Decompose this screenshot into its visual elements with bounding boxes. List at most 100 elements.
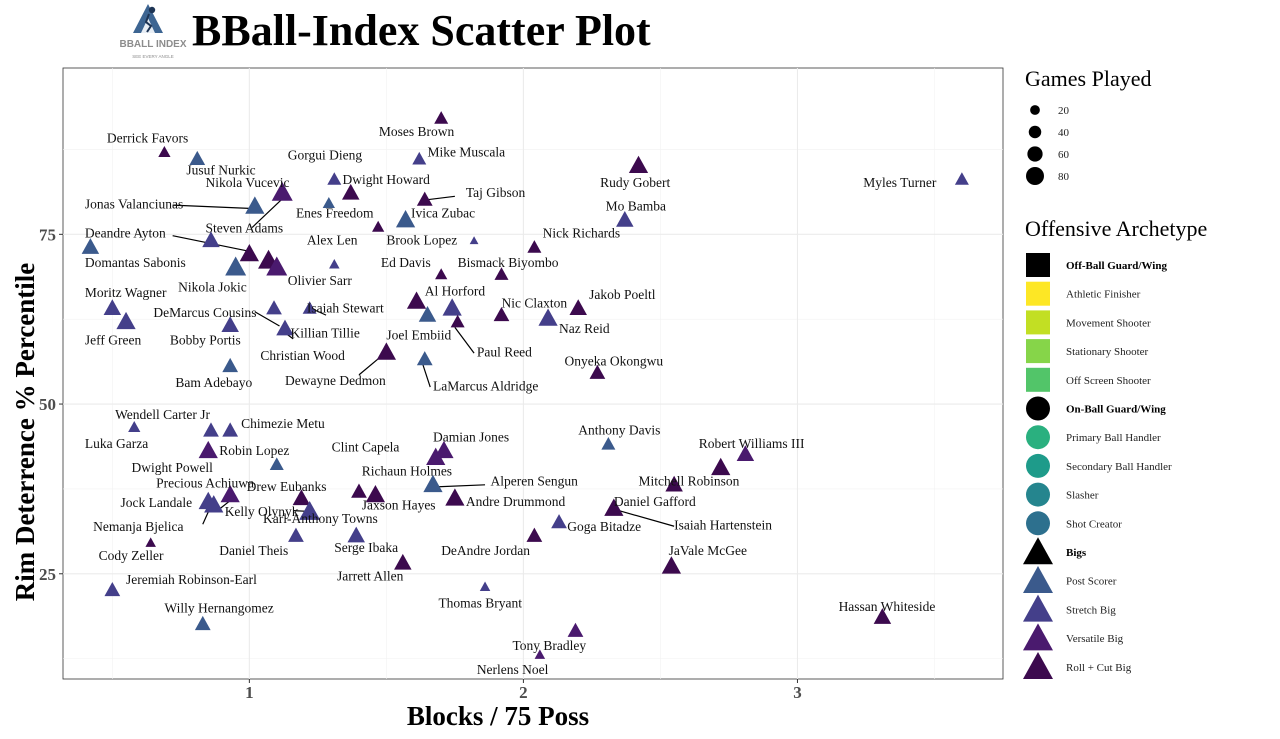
y-tick-label: 50	[39, 395, 56, 414]
legend-label-stretch-big: Stretch Big	[1066, 604, 1116, 616]
label-connector	[616, 509, 675, 527]
size-legend-label-60: 60	[1058, 149, 1070, 161]
label-karl-anthony-towns: Karl-Anthony Towns	[263, 511, 378, 526]
label-dwight-powell: Dwight Powell	[132, 460, 214, 475]
label-bam-adebayo: Bam Adebayo	[175, 375, 252, 390]
label-isaiah-hartenstein: Isaiah Hartenstein	[674, 518, 772, 533]
label-mitchell-robinson: Mitchell Robinson	[639, 474, 740, 489]
label-bismack-biyombo: Bismack Biyombo	[458, 255, 559, 270]
label-isaiah-stewart: Isaiah Stewart	[307, 300, 384, 315]
axis-ticks: 1 2 3 25 50 75	[39, 225, 802, 702]
legend-key-slasher	[1026, 482, 1050, 507]
size-legend-label-80: 80	[1058, 171, 1070, 183]
size-legend-title: Games Played	[1025, 66, 1151, 91]
label-paul-reed: Paul Reed	[477, 345, 532, 360]
point-bismack-biyombo-2	[494, 267, 509, 280]
label-demarcus-cousins: DeMarcus Cousins	[153, 305, 256, 320]
point-chimezie-metu-2	[222, 422, 239, 437]
point-thomas-bryant	[479, 581, 491, 591]
point-naz-reid	[538, 308, 558, 326]
legend-header-off-ball-guard-wing: Off-Ball Guard/Wing	[1066, 260, 1167, 272]
label-derrick-favors: Derrick Favors	[107, 131, 188, 146]
label-steven-adams: Steven Adams	[206, 220, 284, 235]
point-gorgui-dieng	[327, 172, 342, 185]
label-nikola-jokic: Nikola Jokic	[178, 279, 247, 294]
point-killian-tillie	[276, 319, 294, 336]
label-alperen-sengun: Alperen Sengun	[491, 474, 579, 489]
label-wendell-carter-jr: Wendell Carter Jr	[115, 407, 210, 422]
size-legend-label-20: 20	[1058, 105, 1070, 117]
label-hassan-whiteside: Hassan Whiteside	[839, 599, 936, 614]
point-derrick-favors	[158, 146, 171, 158]
label-enes-freedom: Enes Freedom	[296, 205, 374, 220]
legend-key-roll-cut-big	[1023, 652, 1053, 680]
point-isaiah-stewart-2	[302, 301, 317, 314]
logo-tagline: SEE EVERY ANGLE	[132, 54, 174, 59]
point-andre-drummond	[445, 488, 465, 506]
legend-key-athletic-finisher	[1026, 281, 1050, 306]
label-anthony-davis: Anthony Davis	[578, 423, 660, 438]
point-paul-reed	[418, 306, 437, 322]
label-willy-hernangomez: Willy Hernangomez	[164, 600, 273, 615]
label-daniel-theis: Daniel Theis	[219, 543, 288, 558]
point-alex-len	[329, 259, 340, 269]
point-jock-landale-2	[204, 495, 224, 513]
legend-key-versatile-big	[1023, 623, 1053, 651]
point-myles-turner	[954, 172, 969, 185]
point-jeff-green	[116, 311, 136, 330]
label-myles-turner: Myles Turner	[863, 175, 937, 190]
label-brook-lopez: Brook Lopez	[386, 233, 457, 248]
label-richaun-holmes: Richaun Holmes	[362, 463, 452, 478]
point-nikola-jokic	[266, 256, 288, 276]
point-jarrett-allen	[394, 553, 412, 570]
legend-label-movement-shooter: Movement Shooter	[1066, 317, 1151, 329]
logo-wordmark: BBALL INDEX	[119, 39, 186, 50]
label-mike-muscala: Mike Muscala	[427, 144, 505, 159]
label-connector	[421, 361, 431, 388]
label-clint-capela: Clint Capela	[332, 440, 400, 455]
y-tick-label: 75	[39, 225, 56, 244]
legend-key-movement-shooter	[1026, 310, 1050, 335]
size-legend-key-40	[1028, 125, 1042, 139]
label-jarrett-allen: Jarrett Allen	[337, 569, 404, 584]
x-tick-label: 3	[793, 683, 802, 702]
label-naz-reid: Naz Reid	[559, 321, 610, 336]
label-dewayne-dedmon: Dewayne Dedmon	[285, 373, 386, 388]
label-connector	[251, 195, 286, 228]
point-dwight-howard	[342, 183, 360, 200]
point-tony-bradley	[567, 622, 584, 637]
bball-index-logo: BBALL INDEX SEE EVERY ANGLE	[119, 4, 187, 59]
label-serge-ibaka: Serge Ibaka	[334, 540, 398, 555]
legend-header-bigs: Bigs	[1066, 547, 1087, 559]
label-jakob-poeltl: Jakob Poeltl	[589, 287, 656, 302]
size-legend-key-60	[1027, 146, 1043, 162]
point-serge-ibaka	[347, 526, 365, 543]
label-jock-landale: Jock Landale	[121, 495, 193, 510]
label-kelly-olynyk: Kelly Olynyk	[225, 504, 299, 519]
point-demarcus-cousins	[221, 316, 239, 332]
grid-lines	[63, 68, 1003, 679]
point-mo-bamba	[616, 210, 634, 227]
legend-label-shot-creator: Shot Creator	[1066, 518, 1122, 530]
legend-key-secondary-ball-handler	[1026, 453, 1050, 478]
label-nemanja-bjelica: Nemanja Bjelica	[93, 519, 183, 534]
label-bobby-portis: Bobby Portis	[170, 332, 241, 347]
label-connector	[427, 195, 455, 201]
legend-key-shot-creator	[1026, 511, 1050, 536]
point-precious-achiuwa	[220, 484, 240, 503]
point-mitchell-robinson-2	[665, 475, 683, 492]
point-enes-freedom	[322, 196, 335, 208]
legend-key-off-screen-shooter	[1026, 367, 1050, 392]
legend-label-primary-ball-handler: Primary Ball Handler	[1066, 432, 1161, 444]
label-connector	[435, 484, 486, 488]
label-tony-bradley: Tony Bradley	[512, 638, 586, 653]
label-connector	[172, 204, 253, 210]
label-nick-richards: Nick Richards	[543, 226, 621, 241]
size-legend: 20 40 60 80	[1026, 105, 1070, 185]
point-al-horford	[406, 291, 427, 309]
point-robin-lopez	[198, 440, 218, 459]
point-anthony-davis	[601, 436, 616, 450]
point-steven-adams	[202, 231, 220, 248]
label-domantas-sabonis: Domantas Sabonis	[85, 255, 186, 270]
